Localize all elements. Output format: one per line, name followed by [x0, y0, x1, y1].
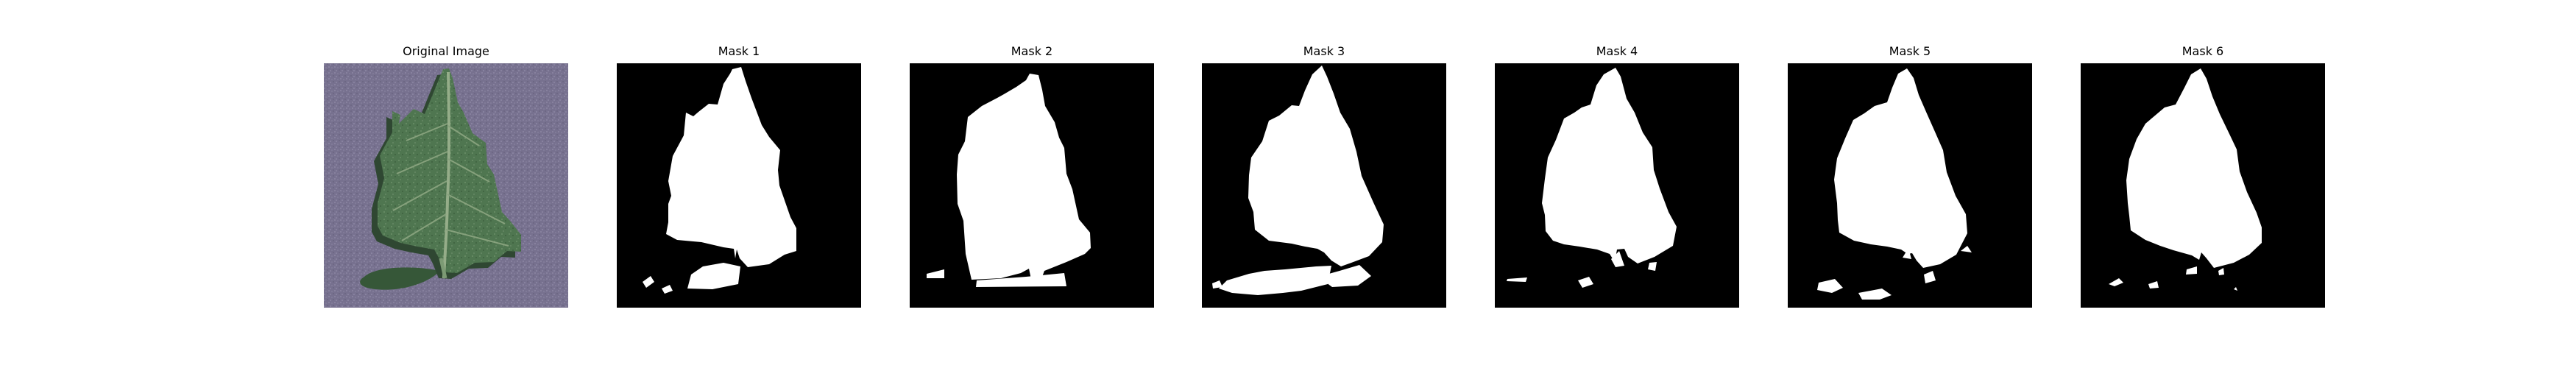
panel-title: Mask 4: [1596, 44, 1638, 58]
panel-mask-1: Mask 1: [617, 43, 861, 308]
panel-mask-2: Mask 2: [910, 43, 1154, 308]
mask-image: [2081, 63, 2325, 308]
panel-mask-4: Mask 4: [1495, 43, 1739, 308]
mask-image: [910, 63, 1154, 308]
panel-title: Mask 1: [718, 44, 760, 58]
panel-title: Original Image: [403, 44, 489, 58]
mask-image: [1202, 63, 1446, 308]
panel-original-image: Original Image: [324, 43, 568, 308]
panel-title: Mask 5: [1889, 44, 1931, 58]
panel-mask-5: Mask 5: [1788, 43, 2032, 308]
panel-mask-6: Mask 6: [2081, 43, 2325, 308]
panel-title: Mask 2: [1011, 44, 1053, 58]
mask-image: [617, 63, 861, 308]
original-leaf-image: [324, 63, 568, 308]
panel-title: Mask 3: [1303, 44, 1345, 58]
panel-mask-3: Mask 3: [1202, 43, 1446, 308]
panel-title: Mask 6: [2182, 44, 2224, 58]
mask-image: [1495, 63, 1739, 308]
mask-image: [1788, 63, 2032, 308]
